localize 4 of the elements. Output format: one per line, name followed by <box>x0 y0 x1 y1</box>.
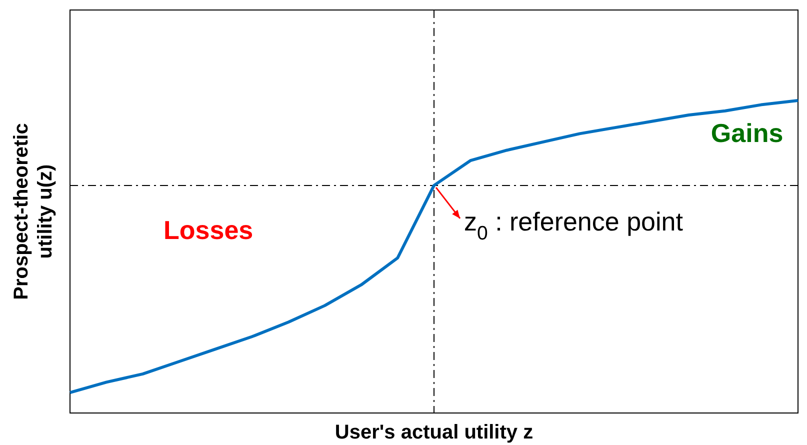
x-axis-title: User's actual utility z <box>334 422 534 444</box>
annotation: Losses <box>164 214 254 245</box>
y-axis-title: Prospect-theoretic utility u(z) <box>10 123 57 300</box>
annotation: Gains <box>710 118 784 148</box>
